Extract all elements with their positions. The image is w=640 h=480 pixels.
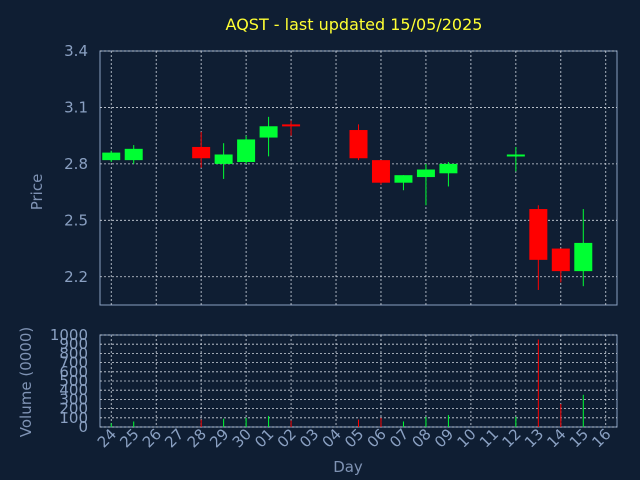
candle-body — [192, 146, 211, 159]
volume-tick-label: 500 — [59, 372, 88, 390]
candle-body — [394, 175, 413, 183]
volume-tick-label: 400 — [59, 381, 88, 399]
candle-body — [349, 130, 368, 159]
candle-body — [124, 148, 143, 161]
candle-body — [282, 124, 301, 127]
price-tick-label: 3.4 — [64, 42, 88, 60]
x-axis-label: Day — [333, 458, 363, 476]
volume-tick-label: 700 — [59, 354, 88, 372]
price-plot-frame — [99, 50, 618, 306]
candle-body — [259, 126, 278, 138]
candle-body — [371, 160, 390, 183]
candle-body — [506, 154, 525, 157]
candle-body — [551, 248, 570, 272]
price-panel: 2.2 2.5 2.8 3.1 3.4 — [64, 42, 618, 306]
candle-body — [416, 169, 435, 178]
volume-tick-label: 200 — [59, 400, 88, 418]
y-axis-label: Price — [28, 174, 46, 211]
candle-body — [574, 242, 593, 272]
volume-tick-label: 100 — [59, 409, 88, 427]
price-tick-label: 3.1 — [64, 98, 88, 116]
candle-body — [214, 154, 233, 164]
x-tick-label: 16 — [588, 425, 614, 451]
chart-title: AQST - last updated 15/05/2025 — [226, 15, 483, 34]
volume-tick-label: 800 — [59, 344, 88, 362]
volume-tick-label: 900 — [59, 335, 88, 353]
x-axis: 2425262728293001020304050607080910111213… — [94, 425, 615, 451]
volume-tick-label: 1000 — [50, 326, 88, 344]
candle-body — [102, 152, 121, 161]
volume-tick-label: 600 — [59, 363, 88, 381]
candle-body — [439, 163, 458, 174]
candle-body — [237, 139, 256, 163]
volume-tick-label: 300 — [59, 390, 88, 408]
candle-body — [529, 209, 548, 260]
volume-tick-label: 0 — [78, 418, 88, 436]
price-tick-label: 2.5 — [64, 211, 88, 229]
volume-axis-label: Volume (0000) — [17, 327, 35, 437]
price-tick-label: 2.8 — [64, 155, 88, 173]
price-tick-label: 2.2 — [64, 268, 88, 286]
